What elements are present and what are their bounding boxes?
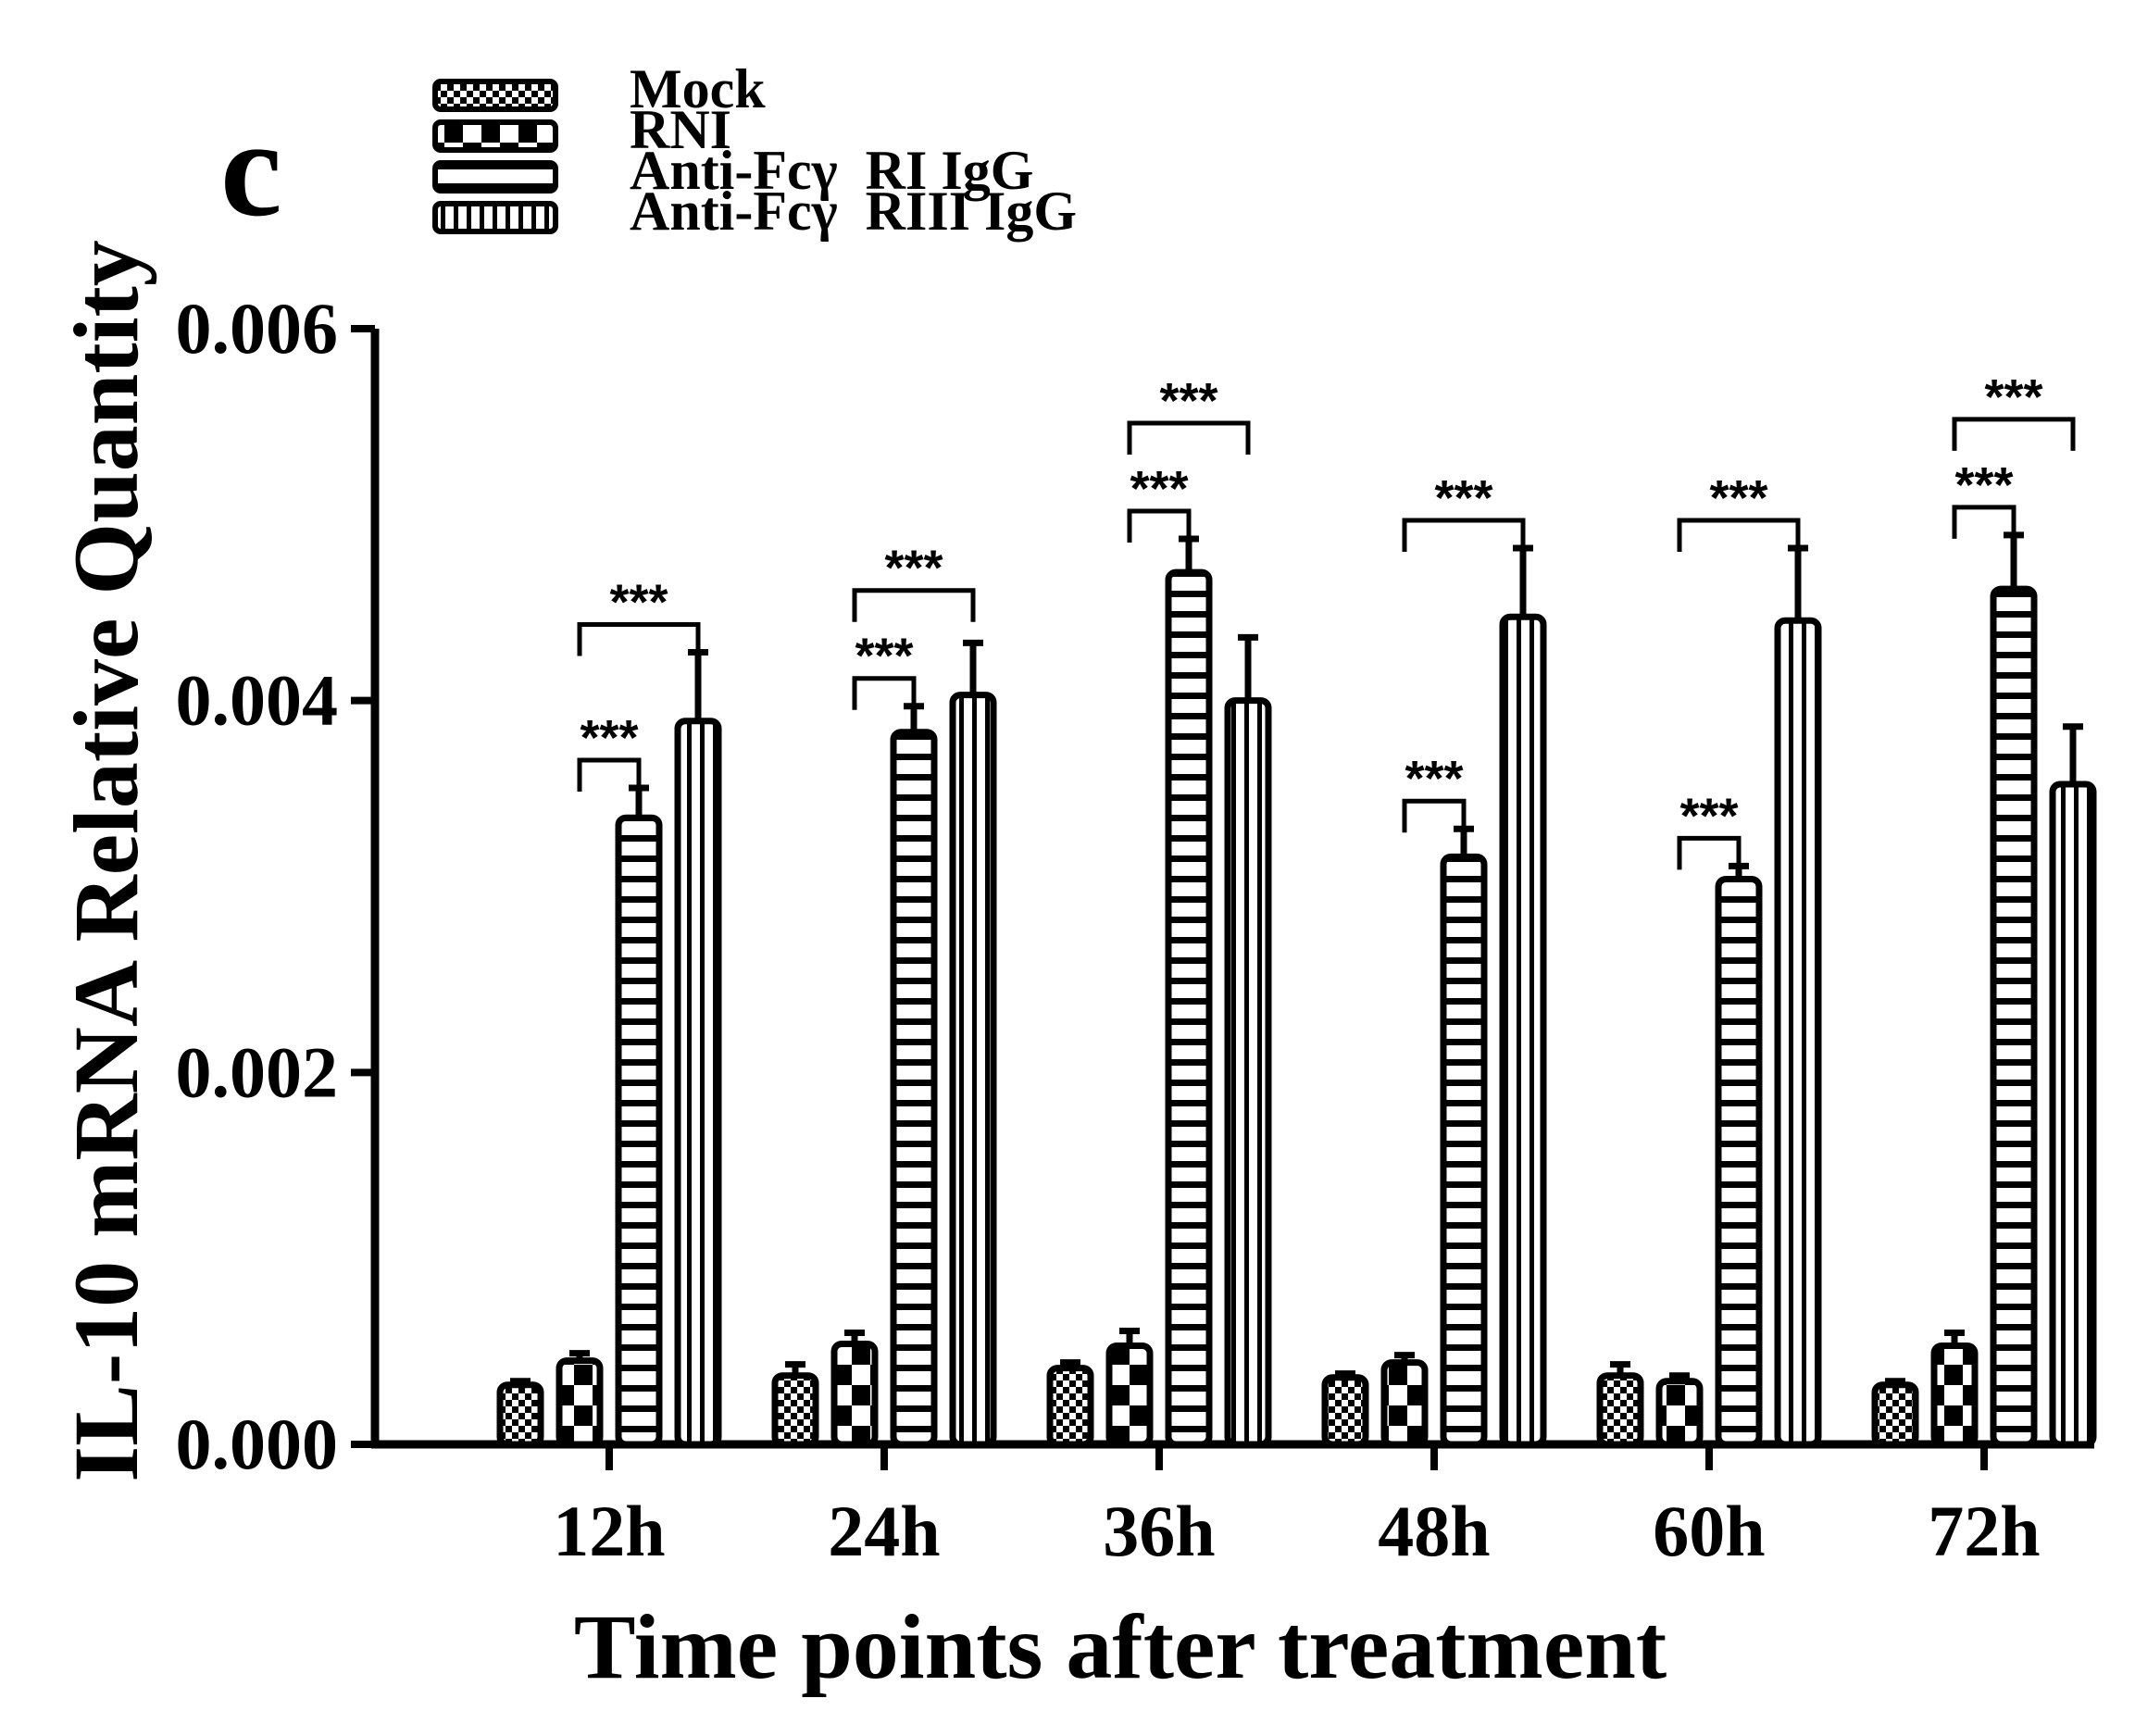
significance-bracket [1952,417,2076,451]
significance-bracket [577,757,642,793]
significance-label: *** [1709,470,1767,526]
x-axis-title: Time points after treatment [574,1595,1667,1698]
bar-blocks [556,1357,604,1448]
significance-label: *** [1405,751,1463,806]
significance-label: *** [1434,470,1492,526]
bar-blocks [1930,1343,1979,1448]
bar-vertical [1499,613,1547,1448]
y-tick-label: 0.004 [176,660,339,741]
bar-horizontal [615,814,663,1448]
significance-bracket [852,588,976,622]
significance-label: *** [1159,373,1217,429]
bar-horizontal [1990,585,2038,1448]
significance-label: *** [609,574,668,630]
bar-checker [771,1372,819,1448]
y-tick-label: 0.006 [176,288,339,368]
legend-swatch-horizontal [432,160,558,194]
bar-checker [1596,1372,1644,1448]
significance-label: *** [1130,461,1188,517]
y-tick-label: 0.002 [176,1031,339,1112]
bar-horizontal [1440,853,1488,1448]
significance-label: *** [1679,788,1738,843]
bar-blocks [1380,1359,1429,1448]
significance-bracket [1677,518,1801,552]
bar-checker [1321,1374,1369,1448]
significance-label: *** [580,710,638,766]
bar-vertical [2049,781,2097,1448]
bar-vertical [1224,697,1272,1448]
bar-checker [1871,1381,1919,1448]
significance-bracket [1952,505,2016,539]
x-tick-label: 36h [1103,1491,1215,1571]
bar-checker [1046,1365,1094,1448]
y-axis-title: IL-10 mRNA Relative Quantity [55,240,157,1482]
bar-checker [496,1381,544,1448]
legend-swatch-vertical [432,201,558,234]
significance-bracket [1677,835,1742,870]
legend-label: RNI [630,99,731,160]
legend-label: Anti-Fcγ RIII IgG [630,181,1077,242]
bar-vertical [949,692,997,1448]
bar-horizontal [1165,568,1213,1448]
significance-label: *** [1954,457,2013,513]
significance-bracket [1127,508,1192,543]
significance-label: *** [855,629,913,684]
x-tick-label: 12h [553,1491,665,1571]
y-tick-label: 0.000 [176,1404,339,1484]
bar-vertical [1774,617,1822,1448]
x-tick-label: 72h [1928,1491,2040,1571]
significance-brackets: *** *** *** *** *** *** *** *** *** *** *** *** [577,369,2076,870]
legend-label: Mock [630,58,766,119]
bar-blocks [1105,1343,1154,1448]
bars [496,531,2097,1448]
bar-horizontal [1715,875,1763,1448]
bar-blocks [1655,1378,1704,1448]
bar-horizontal [890,729,938,1448]
significance-bracket [852,676,917,710]
significance-bracket [577,621,701,656]
legend-swatch-blocks [432,119,558,153]
legend-swatch-checker [432,79,558,112]
significance-bracket [1402,518,1526,552]
significance-bracket [1402,798,1467,833]
legend-label: Anti-Fcγ RI IgG [630,140,1033,201]
x-tick-label: 60h [1653,1491,1765,1571]
x-tick-label: 24h [828,1491,940,1571]
significance-bracket [1127,420,1251,455]
significance-label: *** [1984,369,2042,425]
bar-blocks [830,1341,879,1448]
significance-label: *** [884,541,943,596]
x-tick-label: 48h [1378,1491,1490,1571]
bar-vertical [674,718,722,1448]
panel-letter: c [220,92,282,245]
